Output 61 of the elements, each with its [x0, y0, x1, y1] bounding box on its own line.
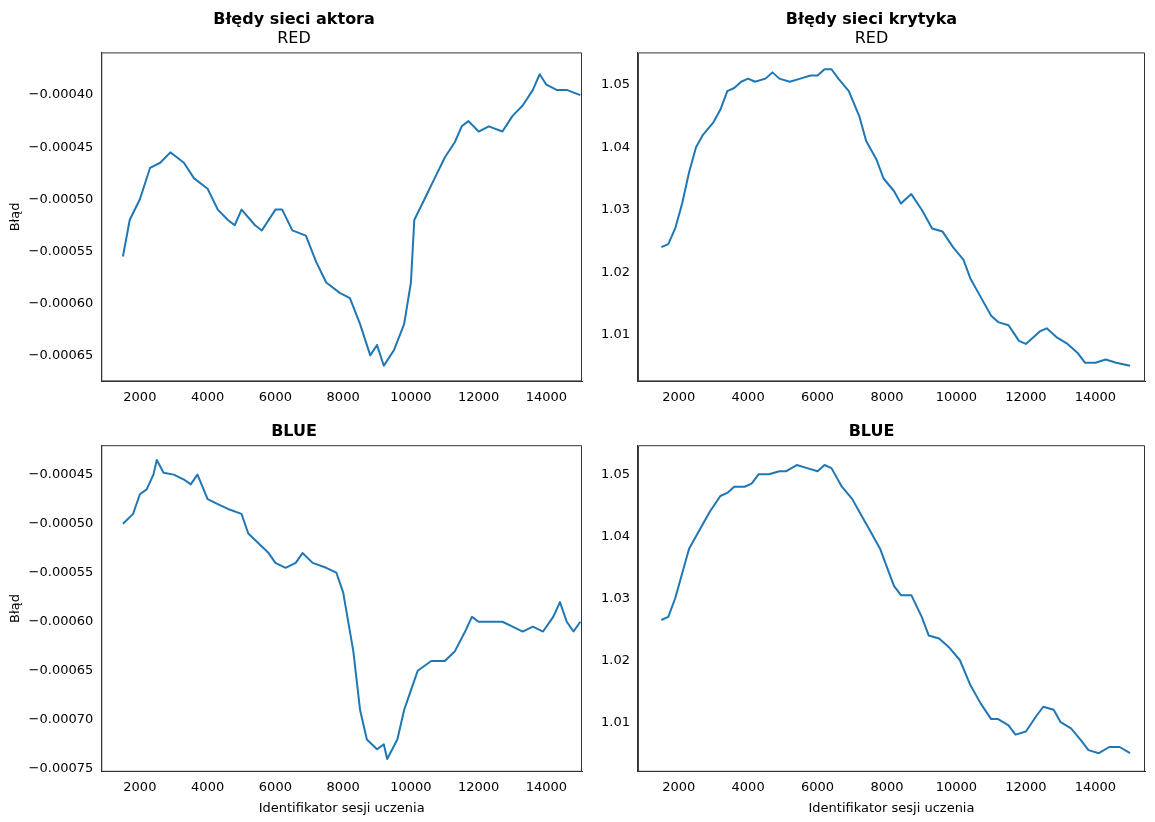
- x-tick-label: 2000: [123, 388, 157, 404]
- y-tick-label: 1.03: [600, 589, 630, 605]
- x-tick-label: 12000: [1005, 388, 1047, 404]
- y-tick-label: 1.04: [600, 527, 630, 543]
- x-tick-label: 10000: [390, 388, 432, 404]
- x-tick-label: 12000: [1005, 778, 1047, 794]
- x-tick-label: 6000: [258, 388, 292, 404]
- y-tick-label: −0.00040: [28, 86, 94, 102]
- x-tick-label: 12000: [457, 388, 500, 404]
- chart-title: Błędy sieci krytyka: [785, 8, 958, 28]
- y-tick-label: −0.00065: [28, 662, 94, 678]
- y-tick-label: −0.00065: [28, 346, 94, 362]
- y-tick-label: 1.04: [600, 138, 630, 154]
- y-tick-label: 1.03: [600, 201, 630, 217]
- y-tick-label: 1.05: [600, 465, 630, 481]
- chart-subtitle: RED: [277, 27, 311, 47]
- y-tick-label: −0.00045: [28, 138, 94, 154]
- y-tick-label: −0.00075: [28, 760, 94, 776]
- x-tick-label: 4000: [191, 778, 225, 794]
- x-tick-label: 6000: [258, 778, 292, 794]
- chart-title: Błędy sieci aktora: [213, 8, 375, 28]
- y-tick-label: 1.02: [600, 651, 630, 667]
- y-axis-title: Błąd: [7, 202, 23, 232]
- x-tick-label: 8000: [326, 388, 360, 404]
- x-tick-label: 2000: [662, 778, 696, 794]
- x-tick-label: 10000: [935, 778, 978, 794]
- y-tick-label: 1.01: [600, 325, 630, 341]
- x-tick-label: 8000: [870, 388, 904, 404]
- y-tick-label: −0.00050: [28, 515, 94, 531]
- y-tick-label: −0.00055: [28, 242, 94, 258]
- x-tick-label: 2000: [662, 388, 696, 404]
- chart-title: BLUE: [271, 420, 317, 440]
- x-tick-label: 10000: [390, 778, 432, 794]
- y-tick-label: 1.05: [600, 76, 630, 92]
- x-tick-label: 8000: [870, 778, 904, 794]
- x-tick-label: 12000: [457, 778, 500, 794]
- x-tick-label: 2000: [123, 778, 157, 794]
- x-tick-label: 14000: [525, 778, 568, 794]
- y-tick-label: −0.00070: [28, 711, 94, 727]
- y-tick-label: −0.00060: [28, 613, 94, 629]
- x-tick-label: 14000: [525, 388, 568, 404]
- x-tick-label: 4000: [191, 388, 225, 404]
- x-tick-label: 14000: [1074, 388, 1117, 404]
- x-tick-label: 4000: [731, 388, 765, 404]
- y-tick-label: −0.00045: [28, 466, 94, 481]
- chart-subtitle: RED: [854, 27, 889, 47]
- y-tick-label: −0.00055: [28, 564, 94, 580]
- x-tick-label: 8000: [326, 778, 360, 794]
- y-tick-label: −0.00050: [28, 190, 94, 206]
- x-tick-label: 4000: [731, 778, 765, 794]
- y-tick-label: −0.00060: [28, 294, 94, 310]
- x-tick-label: 6000: [801, 388, 835, 404]
- x-axis-title: Identifikator sesji uczenia: [258, 799, 425, 815]
- x-tick-label: 6000: [801, 778, 835, 794]
- chart-title: BLUE: [848, 420, 895, 440]
- y-axis-title: Błąd: [7, 594, 23, 623]
- x-axis-title: Identifikator sesji uczenia: [808, 799, 975, 815]
- x-tick-label: 10000: [935, 388, 978, 404]
- x-tick-label: 14000: [1074, 778, 1117, 794]
- y-tick-label: 1.01: [600, 713, 630, 729]
- y-tick-label: 1.02: [600, 263, 630, 279]
